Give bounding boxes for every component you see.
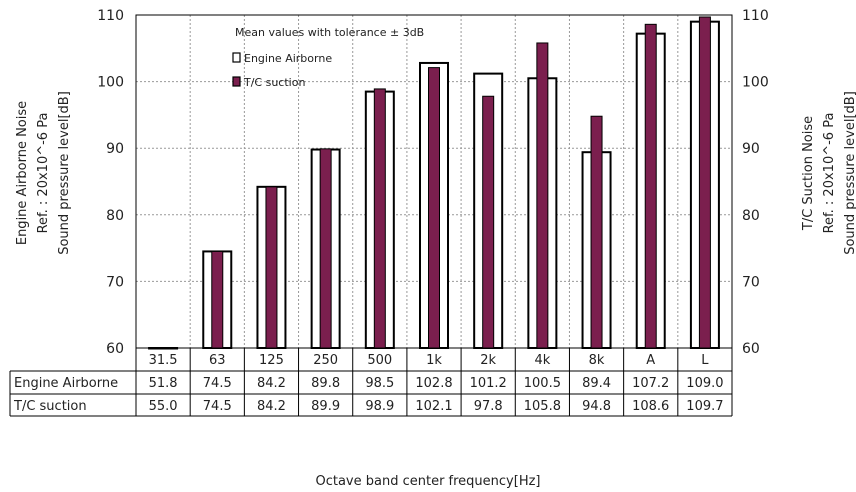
y-label-left-line-2: Ref. : 20x10^-6 Pa	[36, 113, 51, 234]
table-cell-value: 100.5	[524, 376, 561, 391]
y-label-right-line-1: T/C Suction Noise	[801, 116, 816, 231]
table-cell-value: 51.8	[149, 376, 178, 391]
x-tick-label: L	[701, 353, 709, 368]
y-tick-right: 80	[742, 208, 760, 224]
table-cell-value: 109.7	[686, 399, 723, 414]
bar-tc-suction-A	[644, 23, 657, 349]
table-row-label: Engine Airborne	[14, 376, 118, 391]
bars	[148, 16, 720, 350]
x-tick-label: A	[646, 353, 655, 368]
x-tick-label: 31.5	[149, 353, 178, 368]
bar-tc-suction-L	[698, 16, 711, 349]
y-tick-right: 100	[742, 75, 769, 91]
y-tick-right: 110	[742, 8, 769, 24]
bar-tc-suction-2k	[482, 95, 495, 349]
y-tick-left: 60	[106, 341, 124, 357]
y-tick-left: 90	[106, 141, 124, 157]
y-axis-left: 60 70 80 90 100 110	[97, 8, 124, 357]
x-tick-label: 250	[313, 353, 338, 368]
table-cell-value: 102.1	[415, 399, 452, 414]
legend-swatch-tc-suction	[232, 76, 241, 87]
y-label-left-line-3: Sound pressure level[dB]	[57, 91, 72, 255]
annotation-text: Mean values with tolerance ± 3dB	[235, 26, 424, 39]
y-tick-left: 80	[106, 208, 124, 224]
y-axis-left-label: Engine Airborne Noise Ref. : 20x10^-6 Pa…	[15, 91, 72, 255]
table-cell-value: 55.0	[149, 399, 178, 414]
table-cell-value: 98.9	[365, 399, 394, 414]
table-cell-value: 89.9	[311, 399, 340, 414]
table-row-label: T/C suction	[13, 399, 87, 414]
table-cell-value: 97.8	[474, 399, 503, 414]
y-tick-right: 60	[742, 341, 760, 357]
y-tick-right: 90	[742, 141, 760, 157]
legend-label-tc-suction: T/C suction	[243, 76, 305, 89]
y-label-right-line-3: Sound pressure level[dB]	[843, 91, 856, 255]
bar-tc-suction-8k	[590, 115, 603, 349]
x-tick-label: 63	[209, 353, 226, 368]
plot-frame	[135, 14, 733, 349]
table-cell-value: 74.5	[203, 376, 232, 391]
bar-tc-suction-250	[319, 148, 332, 349]
data-table: 31.5 63 125 250 500 1k 2k 4k 8k A L Engine Airborne…	[9, 348, 733, 417]
table-cell-value: 105.8	[524, 399, 561, 414]
y-tick-left: 110	[97, 8, 124, 24]
table-cell-value: 102.8	[415, 376, 452, 391]
x-tick-label: 500	[367, 353, 392, 368]
bar-tc-suction-500	[373, 88, 386, 349]
table-cell-value: 109.0	[686, 376, 723, 391]
bar-tc-suction-1k	[428, 67, 440, 349]
table-cell-value: 101.2	[470, 376, 507, 391]
table-cell-value: 74.5	[203, 399, 232, 414]
legend: Mean values with tolerance ± 3dB Engine …	[232, 26, 424, 89]
table-cell-value: 94.8	[582, 399, 611, 414]
table-cell-value: 89.8	[311, 376, 340, 391]
y-tick-left: 70	[106, 274, 124, 290]
table-cell-value: 98.5	[365, 376, 394, 391]
table-cell-value: 89.4	[582, 376, 611, 391]
x-tick-label: 1k	[426, 353, 442, 368]
y-label-right-line-2: Ref. : 20x10^-6 Pa	[822, 113, 837, 234]
x-tick-label: 8k	[589, 353, 605, 368]
legend-swatch-engine-airborne	[232, 52, 241, 63]
table-cell-value: 107.2	[632, 376, 669, 391]
bar-tc-suction-63	[211, 250, 224, 349]
bar-tc-suction-4k	[536, 42, 549, 349]
y-label-left-line-1: Engine Airborne Noise	[15, 101, 30, 245]
table-cell-value: 108.6	[632, 399, 669, 414]
y-axis-right: 60 70 80 90 100 110	[742, 8, 769, 357]
legend-label-engine-airborne: Engine Airborne	[244, 52, 332, 65]
table-cell-value: 84.2	[257, 399, 286, 414]
x-tick-label: 4k	[534, 353, 550, 368]
x-axis-label: Octave band center frequency[Hz]	[315, 474, 540, 489]
y-tick-left: 100	[97, 75, 124, 91]
y-tick-right: 70	[742, 274, 760, 290]
bar-tc-suction-125	[265, 186, 278, 349]
table-cell-value: 84.2	[257, 376, 286, 391]
x-tick-label: 2k	[480, 353, 496, 368]
y-axis-right-label: T/C Suction Noise Ref. : 20x10^-6 Pa Sou…	[801, 91, 856, 255]
x-tick-label: 125	[259, 353, 284, 368]
